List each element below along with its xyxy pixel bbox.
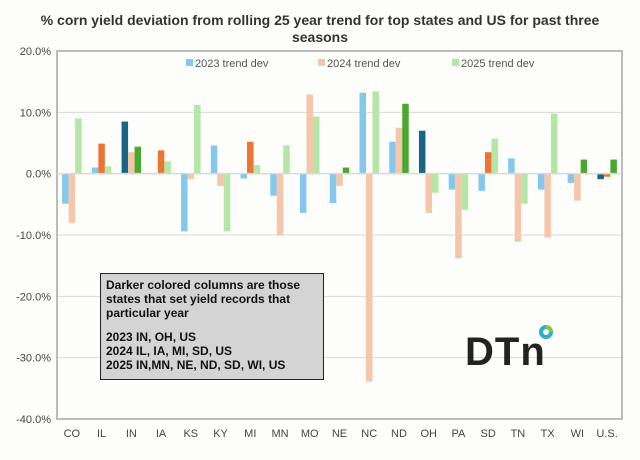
- legend-swatch: [452, 59, 459, 66]
- bar-SD-2023: [478, 173, 485, 191]
- x-tick-label: CO: [64, 428, 81, 440]
- bar-PA-2025: [461, 173, 469, 210]
- annotation-2025: 2025 IN,MN, NE, ND, SD, WI, US: [106, 358, 286, 372]
- bar-MI-2024: [247, 141, 254, 174]
- bar-NE-2024: [336, 173, 343, 186]
- bar-CO-2025: [75, 118, 82, 174]
- x-tick-label: SD: [481, 428, 496, 440]
- bar-MN-2025: [283, 145, 290, 174]
- bar-WI-2023: [567, 173, 575, 183]
- bar-MO-2024: [306, 94, 314, 174]
- x-tick-label: IA: [156, 428, 167, 440]
- x-tick-label: IN: [126, 428, 137, 440]
- bar-IA-2025: [164, 161, 171, 174]
- bar-OH-2025: [431, 173, 439, 193]
- bar-NC-2024: [365, 173, 373, 382]
- bar-TX-2025: [550, 113, 558, 174]
- bar-TX-2024: [544, 173, 551, 238]
- bar-IL-2025: [104, 166, 112, 174]
- bar-KY-2025: [223, 173, 231, 232]
- x-tick-label: NC: [361, 428, 377, 440]
- x-tick-label: PA: [452, 428, 467, 440]
- legend-label: 2023 trend dev: [195, 58, 269, 70]
- bar-CO-2024: [68, 173, 76, 223]
- bar-U.S.-2024: [603, 173, 611, 177]
- x-tick-label: KS: [183, 428, 198, 440]
- legend-swatch: [318, 59, 325, 66]
- bar-WI-2025: [580, 159, 588, 174]
- bar-PA-2024: [455, 173, 462, 259]
- annotation-2023: 2023 IN, OH, US: [106, 330, 197, 344]
- bar-MN-2024: [276, 173, 284, 235]
- bar-TN-2023: [508, 158, 515, 174]
- y-tick-label: 20.0%: [20, 46, 51, 58]
- bar-IN-2023: [121, 121, 129, 174]
- bar-IL-2024: [98, 143, 105, 174]
- bar-ND-2024: [395, 127, 403, 174]
- chart-title: % corn yield deviation from rolling 25 y…: [40, 12, 600, 45]
- x-tick-label: MN: [271, 428, 288, 440]
- bar-NE-2023: [329, 173, 337, 204]
- annotation-2024: 2024 IL, IA, MI, SD, US: [106, 344, 233, 358]
- annotation-box: Darker colored columns are those states …: [100, 273, 324, 380]
- bar-SD-2025: [491, 138, 498, 174]
- bar-KS-2023: [181, 173, 188, 232]
- x-tick-label: IL: [97, 428, 106, 440]
- bar-TN-2024: [514, 173, 522, 242]
- bar-OH-2023: [418, 130, 426, 174]
- y-tick-label: -40.0%: [16, 414, 51, 426]
- bar-ND-2023: [389, 141, 396, 174]
- x-tick-label: TX: [541, 428, 556, 440]
- bar-PA-2023: [448, 173, 456, 190]
- legend-swatch: [186, 59, 193, 66]
- x-tick-label: KY: [213, 428, 228, 440]
- bar-MO-2023: [300, 173, 307, 213]
- x-tick-label: MO: [301, 428, 319, 440]
- bar-MN-2023: [270, 173, 277, 196]
- bar-IN-2025: [134, 146, 142, 174]
- bar-KY-2024: [217, 173, 224, 186]
- plot-border: [56, 50, 623, 420]
- logo-dot-icon: [539, 325, 554, 339]
- y-tick-label: 10.0%: [20, 107, 51, 119]
- bar-NC-2023: [359, 92, 366, 174]
- dtn-logo: DTn: [465, 325, 554, 375]
- x-tick-label: OH: [420, 428, 437, 440]
- bar-NE-2025: [342, 167, 350, 174]
- bar-CO-2023: [62, 173, 69, 204]
- y-tick-label: -20.0%: [16, 291, 51, 303]
- bar-IA-2024: [157, 150, 165, 174]
- bar-OH-2024: [425, 173, 432, 213]
- bar-KS-2025: [194, 104, 201, 174]
- x-tick-label: ND: [391, 428, 407, 440]
- legend-label: 2025 trend dev: [461, 58, 535, 70]
- x-tick-label: WI: [571, 428, 584, 440]
- y-tick-label: -10.0%: [16, 230, 51, 242]
- x-tick-label: MI: [244, 428, 256, 440]
- bar-ND-2025: [402, 103, 409, 174]
- bar-TX-2023: [537, 173, 545, 190]
- annotation-text: Darker colored columns are those states …: [106, 278, 301, 320]
- bar-U.S.-2023: [597, 173, 604, 180]
- x-tick-label: U.S.: [596, 428, 617, 440]
- bar-KS-2024: [187, 173, 195, 180]
- bar-MO-2025: [313, 116, 320, 174]
- x-tick-label: TN: [511, 428, 526, 440]
- bar-WI-2024: [574, 173, 581, 201]
- bar-NC-2025: [372, 91, 379, 174]
- y-tick-label: -30.0%: [16, 353, 51, 365]
- bar-MI-2023: [240, 173, 248, 179]
- bar-IN-2024: [128, 152, 135, 174]
- bar-TN-2025: [521, 173, 528, 204]
- bar-U.S.-2025: [610, 159, 617, 174]
- bar-SD-2024: [484, 152, 492, 174]
- bar-MI-2025: [253, 165, 261, 174]
- y-tick-label: 0.0%: [26, 169, 51, 181]
- x-tick-label: NE: [332, 428, 347, 440]
- bar-IL-2023: [91, 167, 99, 174]
- legend-label: 2024 trend dev: [327, 58, 401, 70]
- bar-KY-2023: [210, 145, 218, 174]
